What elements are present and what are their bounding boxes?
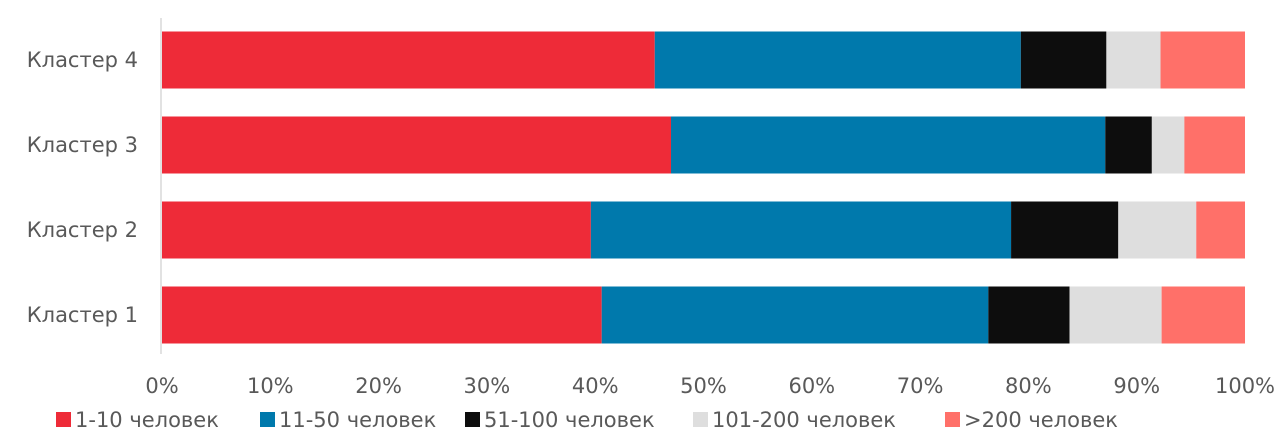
bar-segment-кластер-4-series-1 [162, 31, 655, 89]
bar-segment-кластер-4-series-2 [654, 31, 1021, 89]
legend-swatch-3 [465, 412, 480, 427]
x-tick-label-40pct: 40% [572, 374, 619, 398]
x-tick-label-80pct: 80% [1005, 374, 1052, 398]
legend-swatch-1 [56, 412, 71, 427]
legend-label-3: 51-100 человек [484, 408, 655, 432]
category-axis: Кластер 4 Кластер 3 Кластер 2 Кластер 1 [27, 18, 162, 354]
x-tick-label-60pct: 60% [788, 374, 835, 398]
x-tick-label-10pct: 10% [247, 374, 294, 398]
x-tick-label-70pct: 70% [897, 374, 944, 398]
category-label-кластер-4: Кластер 4 [27, 48, 138, 72]
bar-segment-кластер-2-series-1 [162, 201, 591, 259]
bar-segment-кластер-1-series-2 [601, 286, 989, 344]
bar-segment-кластер-3-series-4 [1151, 116, 1185, 174]
legend-label-4: 101-200 человек [712, 408, 896, 432]
bar-segment-кластер-1-series-5 [1161, 286, 1245, 344]
x-tick-label-100pct: 100% [1215, 374, 1275, 398]
x-tick-label-20pct: 20% [355, 374, 402, 398]
category-label-кластер-2: Кластер 2 [27, 218, 138, 242]
bar-segment-кластер-4-series-3 [1020, 31, 1107, 89]
bar-segment-кластер-2-series-4 [1118, 201, 1197, 259]
x-tick-label-90pct: 90% [1113, 374, 1160, 398]
bar-segment-кластер-1-series-1 [162, 286, 602, 344]
legend-swatch-2 [260, 412, 275, 427]
bar-segment-кластер-1-series-3 [988, 286, 1070, 344]
x-axis-tick-labels: 0% 10% 20% 30% 40% 50% 60% 70% 80% 90% 100% [145, 374, 1275, 398]
bar-segment-кластер-2-series-5 [1196, 201, 1245, 259]
bars [162, 31, 1245, 344]
legend-label-2: 11-50 человек [279, 408, 436, 432]
bar-segment-кластер-1-series-4 [1069, 286, 1162, 344]
legend-swatch-4 [693, 412, 708, 427]
bar-segment-кластер-4-series-5 [1160, 31, 1245, 89]
x-tick-label-30pct: 30% [464, 374, 511, 398]
category-label-кластер-1: Кластер 1 [27, 303, 138, 327]
bar-segment-кластер-2-series-2 [590, 201, 1012, 259]
bar-segment-кластер-2-series-3 [1011, 201, 1119, 259]
category-label-кластер-3: Кластер 3 [27, 133, 138, 157]
x-tick-label-0pct: 0% [145, 374, 178, 398]
x-tick-label-50pct: 50% [680, 374, 727, 398]
bar-segment-кластер-3-series-2 [671, 116, 1106, 174]
legend-label-1: 1-10 человек [75, 408, 219, 432]
legend-label-5: >200 человек [964, 408, 1118, 432]
bar-segment-кластер-3-series-5 [1184, 116, 1245, 174]
bar-segment-кластер-3-series-1 [162, 116, 672, 174]
bar-segment-кластер-4-series-4 [1106, 31, 1161, 89]
bar-segment-кластер-3-series-3 [1105, 116, 1152, 174]
legend-swatch-5 [945, 412, 960, 427]
legend: 1-10 человек 11-50 человек 51-100 человек 1… [56, 408, 1118, 432]
